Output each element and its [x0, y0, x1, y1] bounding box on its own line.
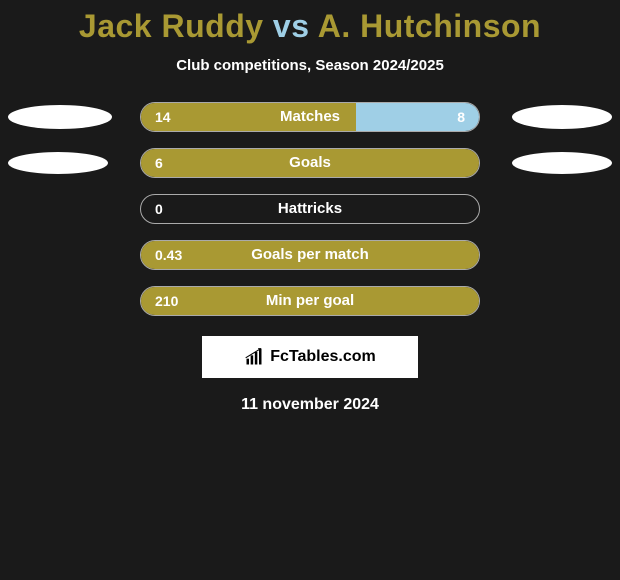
bar-right-fill [356, 103, 479, 131]
player1-ellipse [8, 105, 112, 129]
bar-left-fill [141, 103, 356, 131]
comparison-panel: Jack Ruddy vs A. Hutchinson Club competi… [0, 0, 620, 414]
bar-left-fill [141, 149, 479, 177]
stat-bar: Hattricks0 [140, 194, 480, 224]
title-player1: Jack Ruddy [79, 8, 264, 44]
title-vs: vs [273, 8, 310, 44]
stat-bar: Min per goal210 [140, 286, 480, 316]
stat-row: Matches148 [0, 102, 620, 132]
attribution-badge: FcTables.com [202, 336, 418, 378]
player1-ellipse [8, 152, 108, 174]
stat-bar: Matches148 [140, 102, 480, 132]
bar-chart-icon [244, 347, 264, 367]
bar-left-fill [141, 287, 479, 315]
page-title: Jack Ruddy vs A. Hutchinson [0, 8, 620, 45]
stat-row: Goals6 [0, 148, 620, 178]
player2-ellipse [512, 105, 612, 129]
stat-bar: Goals6 [140, 148, 480, 178]
stat-row: Min per goal210 [0, 286, 620, 316]
stat-bar: Goals per match0.43 [140, 240, 480, 270]
bar-left-fill [141, 241, 479, 269]
stat-label: Hattricks [141, 194, 479, 224]
stat-value-left: 0 [155, 194, 163, 224]
attribution-text: FcTables.com [270, 348, 376, 366]
player2-ellipse [512, 152, 612, 174]
subtitle: Club competitions, Season 2024/2025 [0, 57, 620, 74]
stat-row: Goals per match0.43 [0, 240, 620, 270]
date-label: 11 november 2024 [0, 396, 620, 414]
stat-rows: Matches148 Goals6 Hattricks0 Goals per matc… [0, 102, 620, 316]
stat-row: Hattricks0 [0, 194, 620, 224]
title-player2: A. Hutchinson [318, 8, 541, 44]
